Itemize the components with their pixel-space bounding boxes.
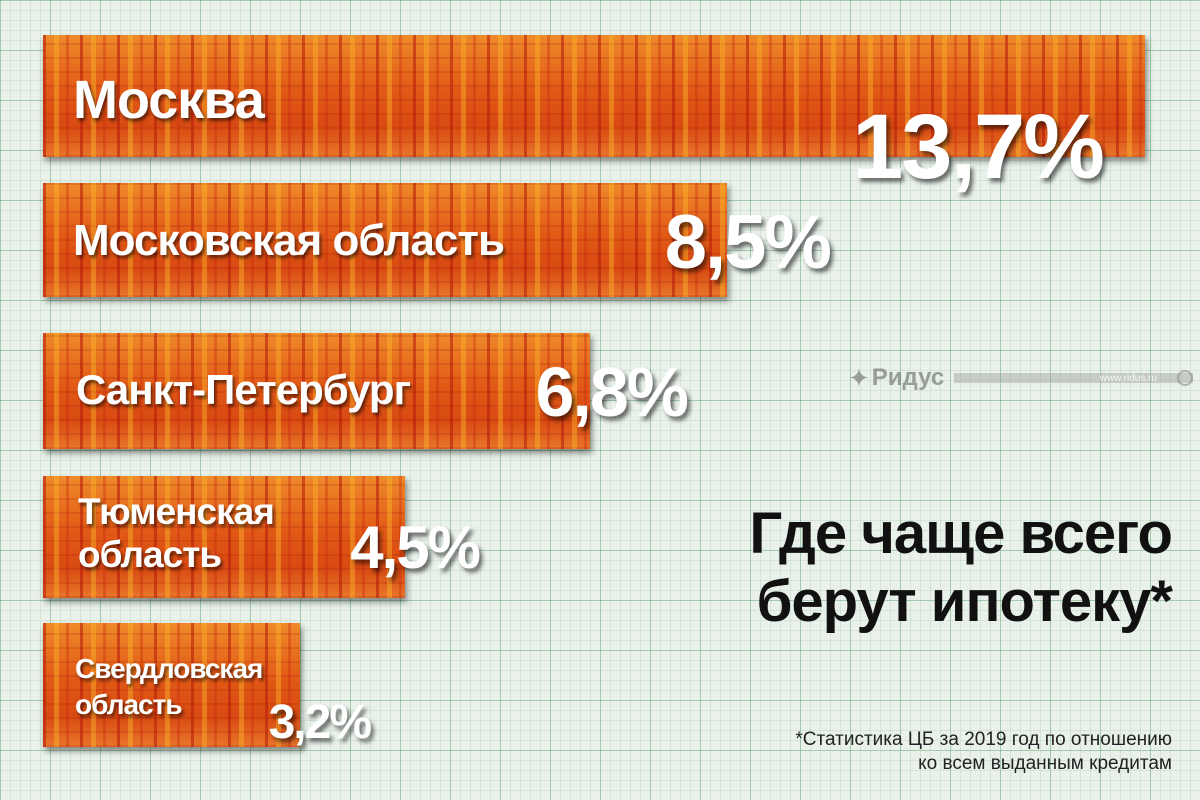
chart-title: Где чаще всего берут ипотеку*: [612, 500, 1173, 636]
title-line-2: берут ипотеку*: [756, 569, 1173, 634]
bar-label-line: Тюменская: [78, 491, 275, 532]
bar-label-3: Санкт-Петербург: [76, 366, 411, 413]
watermark-site: www.ridus.ru: [1099, 372, 1157, 384]
bar-value-4: 4,5%: [350, 514, 481, 581]
bar-value-2: 8,5%: [664, 200, 832, 285]
bar-value-5: 3,2%: [268, 696, 372, 749]
bar-5: Свердловская область 3,2%: [43, 623, 372, 747]
bar-label-line: Москва: [73, 70, 265, 130]
bar-label-4: Тюменская область: [78, 490, 275, 576]
footnote-line-1: *Статистика ЦБ за 2019 год по отношению: [795, 729, 1172, 750]
bar-label-2: Московская область: [73, 216, 505, 265]
bar-label-1: Москва: [73, 70, 265, 130]
ridus-logo-icon: ✦: [848, 363, 870, 393]
bar-label-line: Московская область: [73, 216, 505, 265]
bar-label-line: Санкт-Петербург: [76, 366, 411, 413]
watermark-strip: www.ridus.ru: [954, 372, 1193, 384]
ridus-watermark: ✦ Ридус www.ridus.ru: [848, 358, 1193, 398]
bar-label-line: область: [75, 689, 183, 720]
bar-4: Тюменская область 4,5%: [43, 476, 481, 598]
bar-1: Москва 13,7%: [43, 35, 1145, 193]
footnote-line-2: ко всем выданным кредитам: [918, 753, 1172, 774]
watermark-name: Ридус: [871, 364, 945, 391]
bar-2: Московская область 8,5%: [43, 183, 832, 297]
title-line-1: Где чаще всего: [749, 501, 1173, 566]
bar-label-line: Свердловская: [75, 653, 263, 684]
bar-label-5: Свердловская область: [75, 651, 263, 723]
bar-value-1: 13,7%: [852, 96, 1105, 198]
bar-3: Санкт-Петербург 6,8%: [43, 333, 689, 449]
bar-value-3: 6,8%: [535, 353, 689, 431]
bar-label-line: область: [78, 534, 222, 575]
footnote: *Статистика ЦБ за 2019 год по отношению …: [612, 728, 1172, 776]
copyright-icon: [1177, 370, 1193, 386]
